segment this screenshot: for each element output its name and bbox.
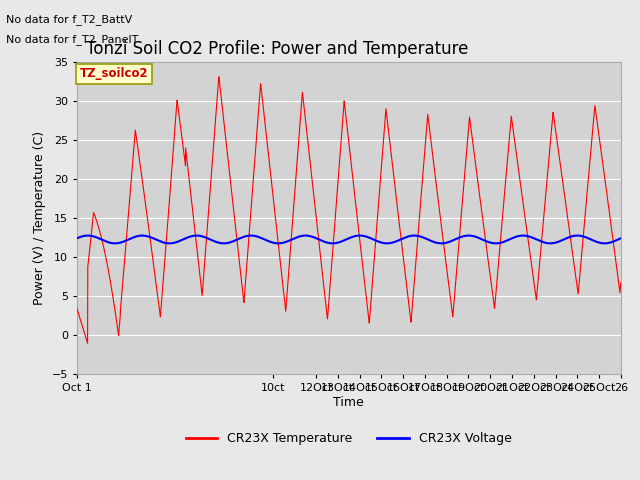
Legend: CR23X Temperature, CR23X Voltage: CR23X Temperature, CR23X Voltage: [181, 428, 516, 450]
X-axis label: Time: Time: [333, 396, 364, 409]
Text: TZ_soilco2: TZ_soilco2: [79, 67, 148, 80]
Text: Tonzi Soil CO2 Profile: Power and Temperature: Tonzi Soil CO2 Profile: Power and Temper…: [86, 40, 468, 58]
Text: No data for f_T2_BattV: No data for f_T2_BattV: [6, 14, 132, 25]
Y-axis label: Power (V) / Temperature (C): Power (V) / Temperature (C): [33, 132, 46, 305]
Text: No data for f_T2_PanelT: No data for f_T2_PanelT: [6, 34, 139, 45]
